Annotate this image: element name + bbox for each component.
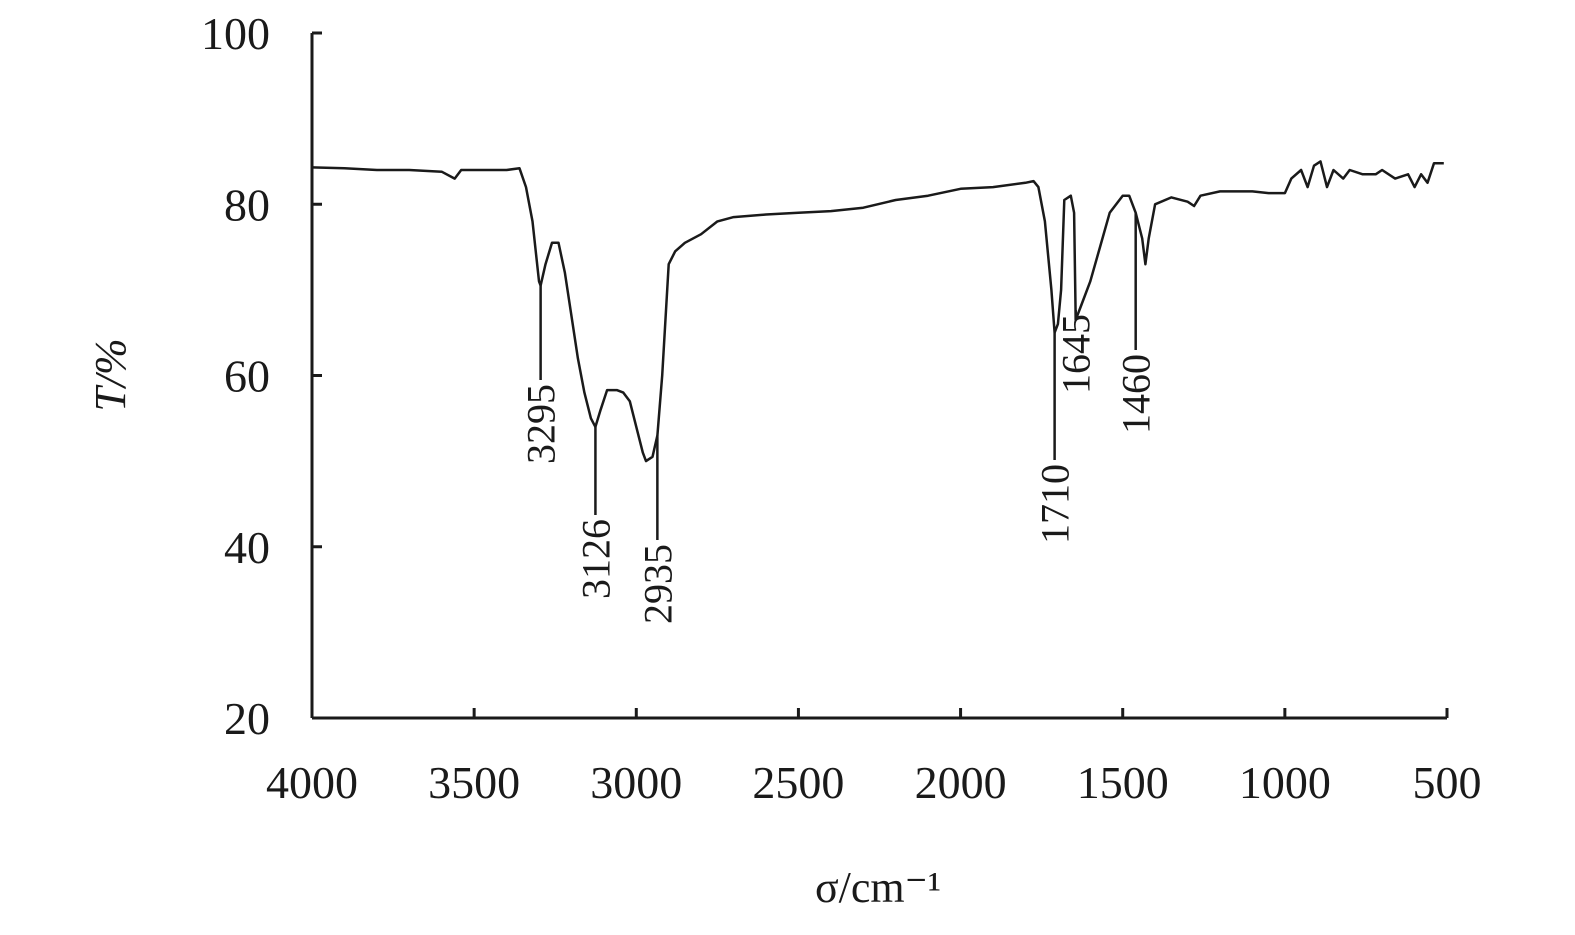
x-tick-label: 3000 bbox=[590, 757, 682, 808]
y-tick-label: 60 bbox=[224, 351, 270, 402]
x-tick-label: 1500 bbox=[1077, 757, 1169, 808]
spectrum-line bbox=[311, 160, 1444, 463]
annotation-label: 1460 bbox=[1114, 354, 1159, 434]
y-tick-label: 20 bbox=[224, 693, 270, 744]
annotation-label: 1710 bbox=[1033, 464, 1078, 544]
y-tick-label: 100 bbox=[201, 8, 270, 59]
x-tick-label: 2000 bbox=[915, 757, 1007, 808]
annotation-label: 2935 bbox=[635, 544, 680, 624]
y-tick-label: 40 bbox=[224, 522, 270, 573]
x-tick-label: 3500 bbox=[428, 757, 520, 808]
annotation-label: 1645 bbox=[1054, 314, 1099, 394]
y-tick-label: 80 bbox=[224, 179, 270, 230]
annotation-label: 3295 bbox=[519, 384, 564, 464]
x-tick-label: 2500 bbox=[752, 757, 844, 808]
annotation-label: 3126 bbox=[573, 519, 618, 599]
x-tick-label: 1000 bbox=[1239, 757, 1331, 808]
x-axis-label: σ/cm⁻¹ bbox=[815, 863, 941, 912]
x-tick-label: 4000 bbox=[266, 757, 358, 808]
x-tick-label: 500 bbox=[1413, 757, 1482, 808]
y-axis-label: T/% bbox=[86, 338, 135, 411]
